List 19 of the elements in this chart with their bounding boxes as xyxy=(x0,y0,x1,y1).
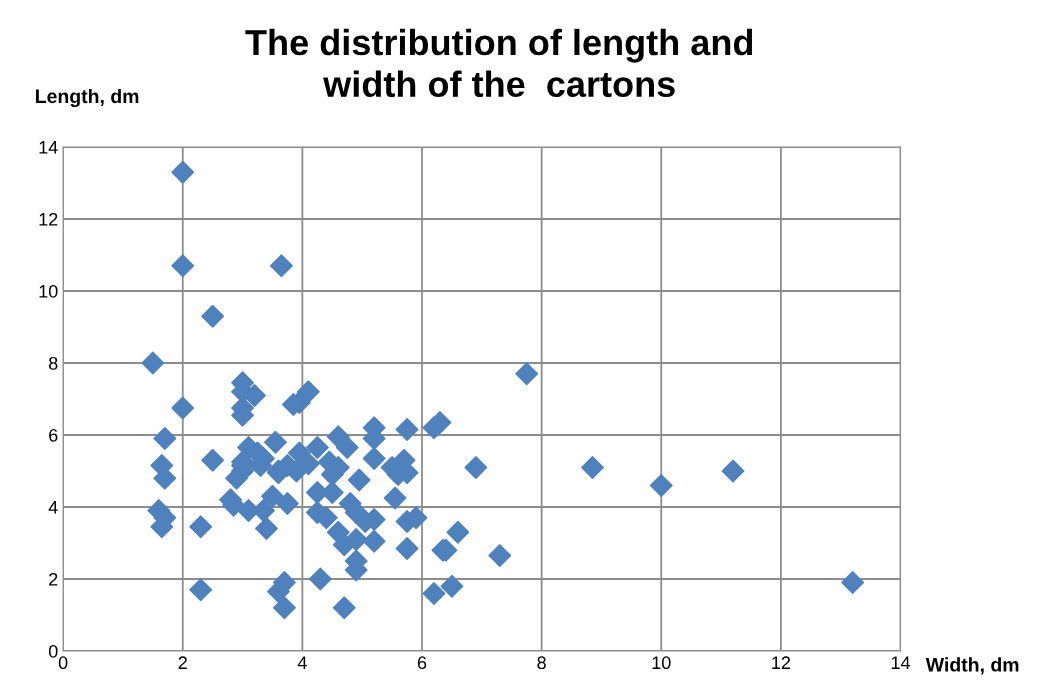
x-tick-label: 10 xyxy=(652,656,671,670)
y-tick-label: 0 xyxy=(48,644,58,658)
y-axis-title: Length, dm xyxy=(36,88,139,108)
x-tick-label: 2 xyxy=(178,656,187,669)
x-axis-title: Width, dm xyxy=(925,657,1019,675)
y-tick-label: 2 xyxy=(49,572,58,586)
x-tick-label: 6 xyxy=(417,656,427,670)
x-tick-label: 0 xyxy=(58,656,68,670)
y-tick-label: 8 xyxy=(49,356,58,370)
x-tick-label: 4 xyxy=(297,656,307,669)
y-tick-label: 10 xyxy=(39,284,58,298)
y-tick-label: 12 xyxy=(39,212,58,226)
x-tick-label: 8 xyxy=(537,656,546,670)
y-tick-label: 14 xyxy=(39,141,58,154)
x-tick-label: 12 xyxy=(772,656,791,669)
y-tick-label: 4 xyxy=(48,501,58,514)
y-tick-label: 6 xyxy=(49,428,58,442)
x-tick-label: 14 xyxy=(891,656,911,669)
chart-title: The distribution of length and width of the cartons xyxy=(245,28,753,98)
